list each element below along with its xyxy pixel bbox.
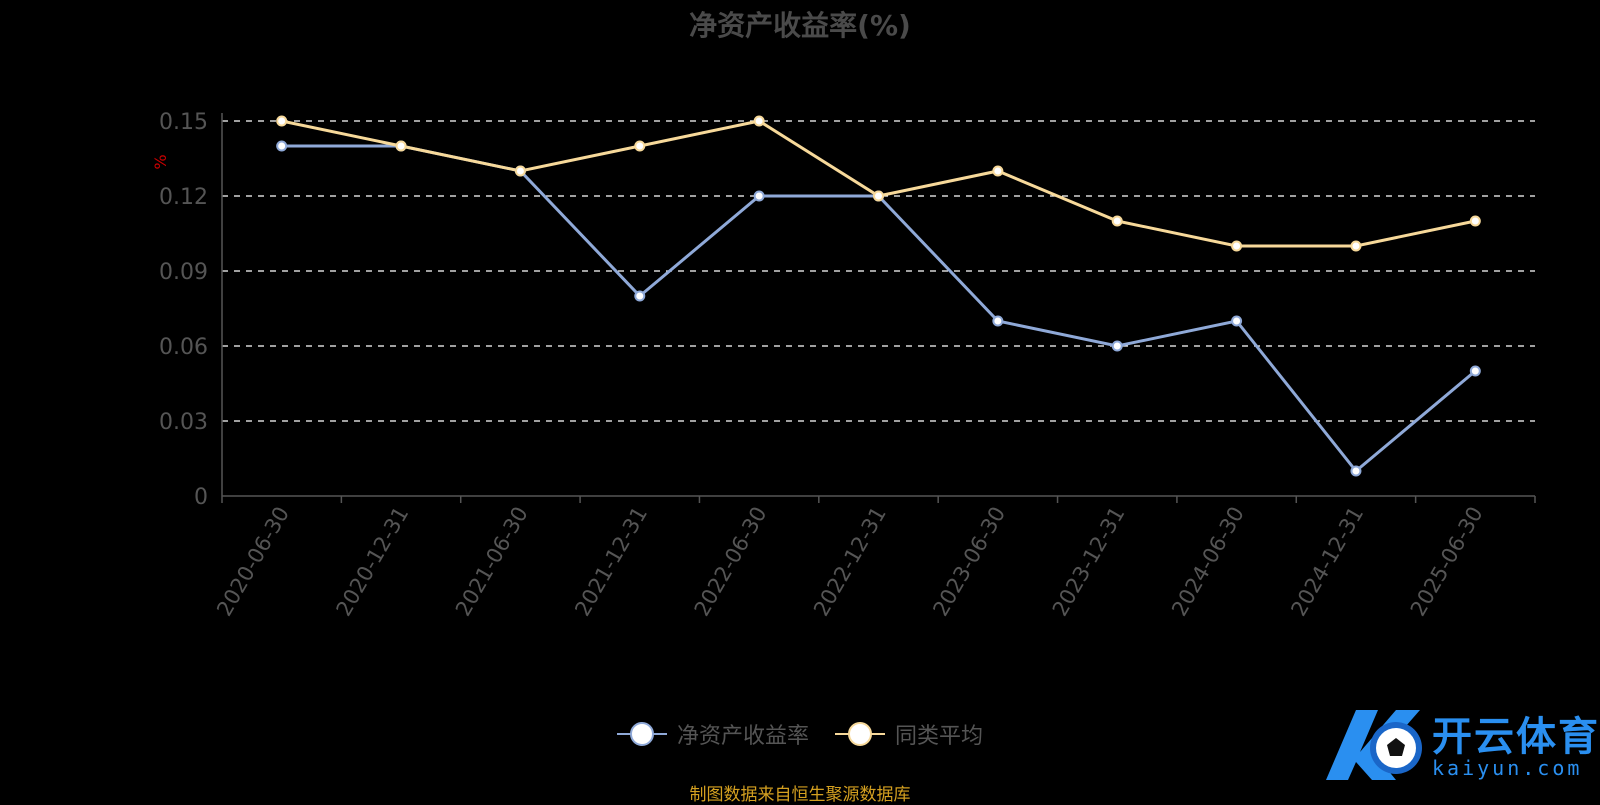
y-tick-label: 0.09 (159, 260, 208, 285)
x-tick-label: 2022-12-31 (809, 503, 891, 621)
series-1-point (276, 140, 288, 152)
x-tick-label: 2021-12-31 (570, 503, 652, 621)
y-tick-label: 0.06 (159, 335, 208, 360)
chart-title: 净资产收益率(%) (689, 9, 911, 42)
legend-item-series-2[interactable]: 同类平均 (835, 718, 983, 750)
series-1-point (1111, 340, 1123, 352)
legend: 净资产收益率 同类平均 (0, 718, 1600, 750)
series-2-point (873, 190, 884, 202)
x-tick-label: 2023-06-30 (928, 503, 1010, 621)
series-1-point (634, 290, 646, 302)
logo-text-en: kaiyun.com (1432, 756, 1583, 780)
series-2-point (514, 165, 526, 177)
series-1-point (1350, 465, 1362, 477)
series-2-point (1231, 240, 1243, 252)
series-2-point (276, 115, 288, 127)
y-axis-label: % (151, 154, 170, 169)
logo-text-cn: 开云体育 (1432, 714, 1600, 760)
x-tick-label: 2020-06-30 (212, 503, 294, 621)
legend-swatch-series-1 (616, 722, 667, 746)
x-tick-label: 2024-12-31 (1286, 503, 1368, 621)
series-2-point (1469, 215, 1481, 227)
legend-swatch-series-2 (835, 722, 885, 746)
series-1-point (1469, 365, 1481, 377)
legend-label-series-2: 同类平均 (895, 724, 984, 749)
series-2-point (992, 165, 1004, 177)
x-tick-label: 2021-06-30 (451, 503, 533, 621)
legend-label-series-1: 净资产收益率 (676, 724, 809, 749)
x-tick-label: 2022-06-30 (690, 503, 772, 621)
x-tick-label: 2025-06-30 (1406, 503, 1488, 621)
x-tick-label: 2023-12-31 (1048, 503, 1130, 621)
series-line-2 (281, 119, 1476, 248)
y-tick-label: 0.03 (159, 410, 208, 435)
series-2-point (1350, 240, 1362, 252)
series-2-point (1111, 215, 1123, 227)
k-soccer-ball-logo-icon (1326, 710, 1422, 780)
y-tick-label: 0.15 (159, 110, 208, 135)
x-tick-label: 2024-06-30 (1167, 503, 1249, 621)
series-1-point (753, 190, 765, 202)
x-tick-label: 2020-12-31 (332, 503, 414, 621)
legend-item-series-1[interactable]: 净资产收益率 (616, 718, 809, 750)
series-1-point (1231, 315, 1243, 327)
series-1-point (992, 315, 1004, 327)
series-2-point (395, 140, 407, 152)
y-tick-label: 0.12 (159, 185, 208, 210)
y-tick-label: 0 (194, 485, 208, 510)
series-2-point (634, 140, 646, 152)
series-2-point (753, 115, 765, 127)
